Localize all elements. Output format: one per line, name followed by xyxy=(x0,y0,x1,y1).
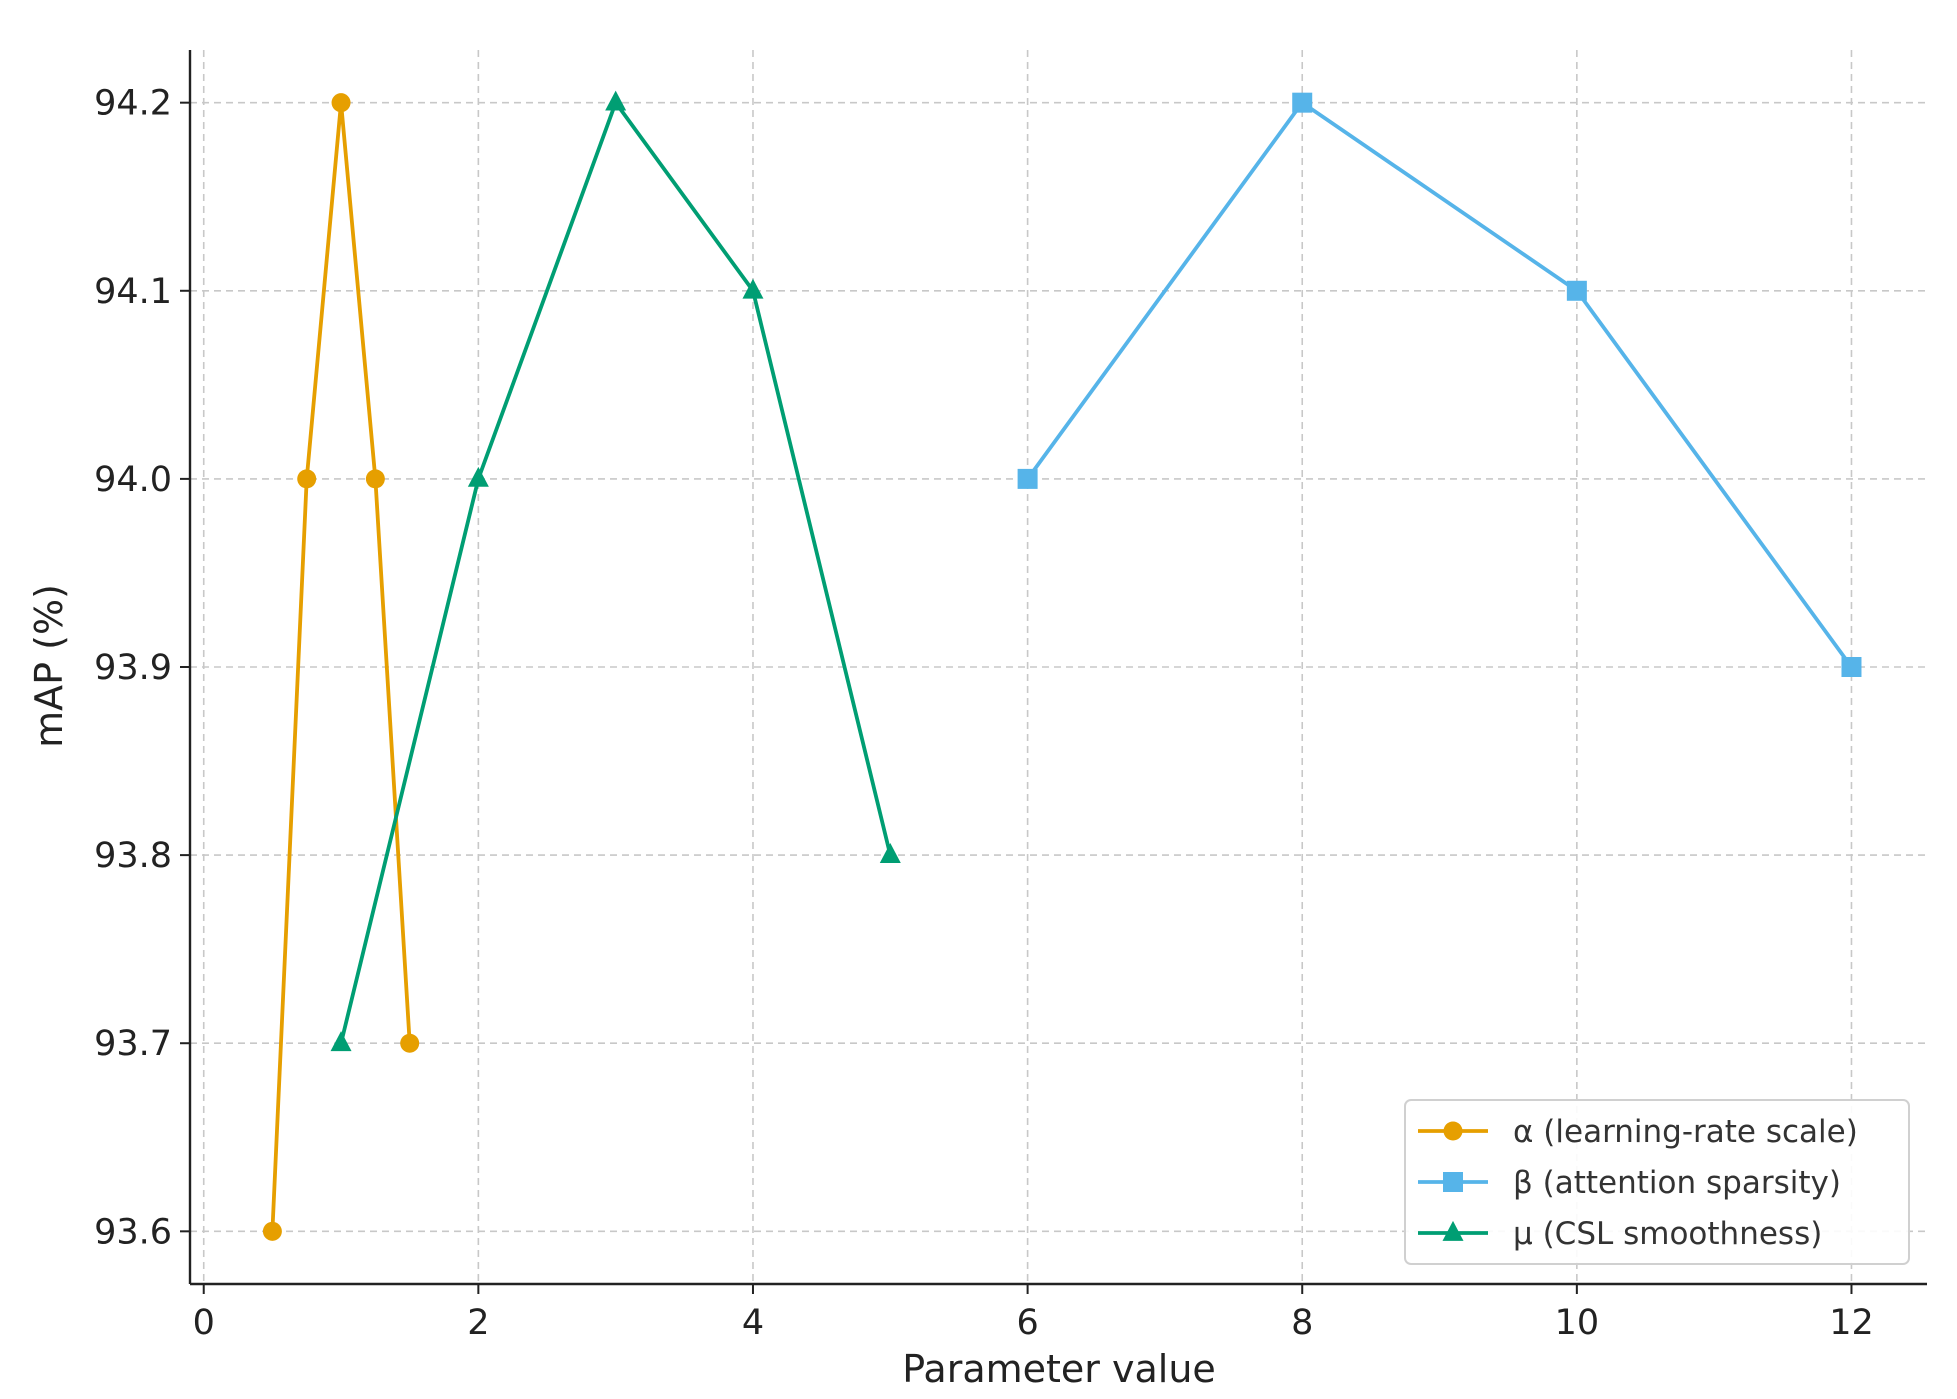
data-point xyxy=(330,1031,352,1052)
legend-entry: β (attention sparsity) xyxy=(1418,1165,1841,1201)
x-axis-title: Parameter value xyxy=(902,1347,1216,1391)
y-tick-label: 94.2 xyxy=(94,84,172,124)
legend: α (learning-rate scale) β (attention spar… xyxy=(1404,1099,1910,1265)
series-circle xyxy=(262,93,420,1241)
legend-marker xyxy=(1443,1172,1463,1192)
y-tick-label: 93.9 xyxy=(94,648,172,688)
data-point xyxy=(400,1033,420,1053)
data-point xyxy=(467,466,489,487)
data-point xyxy=(1017,468,1038,489)
legend-entry: α (learning-rate scale) xyxy=(1418,1114,1858,1150)
axes xyxy=(180,50,1927,1294)
y-tick-label: 93.6 xyxy=(94,1212,172,1252)
data-point xyxy=(365,469,385,489)
legend-marker xyxy=(1442,1220,1464,1241)
series-square xyxy=(1017,92,1862,677)
data-point xyxy=(331,93,351,113)
series-layer xyxy=(262,90,1862,1241)
y-tick-label: 94.0 xyxy=(94,460,172,500)
legend-box xyxy=(1404,1099,1910,1265)
y-axis-title: mAP (%) xyxy=(27,584,71,748)
data-point xyxy=(1292,92,1313,113)
data-point xyxy=(1566,280,1587,301)
legend-label: α (learning-rate scale) xyxy=(1513,1114,1858,1150)
x-tick-label: 4 xyxy=(742,1303,764,1343)
data-point xyxy=(1841,657,1862,677)
grid xyxy=(190,50,1927,1284)
legend-marker xyxy=(1443,1121,1463,1141)
y-tick-label: 94.1 xyxy=(94,272,172,312)
data-point xyxy=(742,278,764,299)
y-tick-label: 93.8 xyxy=(94,836,172,876)
data-point xyxy=(297,469,317,489)
x-tick-label: 10 xyxy=(1555,1303,1600,1343)
data-point xyxy=(605,90,627,111)
x-tick-label: 12 xyxy=(1829,1303,1874,1343)
legend-entry: μ (CSL smoothness) xyxy=(1418,1216,1822,1252)
data-point xyxy=(879,843,901,863)
legend-label: μ (CSL smoothness) xyxy=(1513,1216,1822,1252)
tick-labels: 0 2 4 6 8 10 12 93.6 93.7 93.8 93.9 94.0 94.1 94.2 xyxy=(94,84,1874,1343)
data-point xyxy=(262,1221,282,1241)
series-triangle xyxy=(330,90,901,1052)
series-line xyxy=(1026,100,1854,669)
y-tick-label: 93.7 xyxy=(94,1024,172,1064)
x-tick-label: 2 xyxy=(467,1303,489,1343)
x-tick-label: 8 xyxy=(1291,1303,1313,1343)
x-tick-label: 6 xyxy=(1016,1303,1038,1343)
x-tick-label: 0 xyxy=(193,1303,215,1343)
legend-label: β (attention sparsity) xyxy=(1513,1165,1841,1201)
